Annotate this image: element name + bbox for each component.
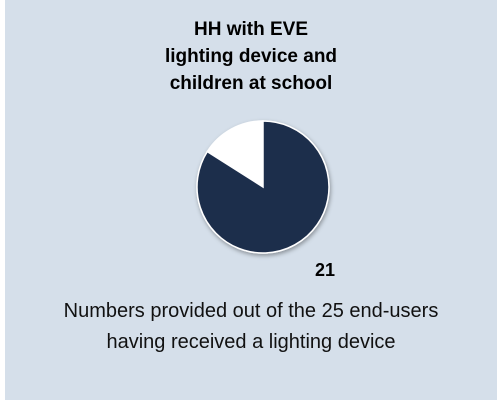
pie-data-label: 21 xyxy=(315,260,335,280)
pie-labels: 21 xyxy=(315,260,335,280)
chart-panel: HH with EVE lighting device and children… xyxy=(5,0,497,400)
pie-chart: 21 xyxy=(196,120,335,280)
chart-title: HH with EVE lighting device and children… xyxy=(164,19,338,94)
pie-slices xyxy=(196,120,330,254)
chart-caption: Numbers provided out of the 25 end-users… xyxy=(63,300,439,353)
pie-slice-small xyxy=(206,120,264,189)
pie-slice-large xyxy=(196,120,330,254)
